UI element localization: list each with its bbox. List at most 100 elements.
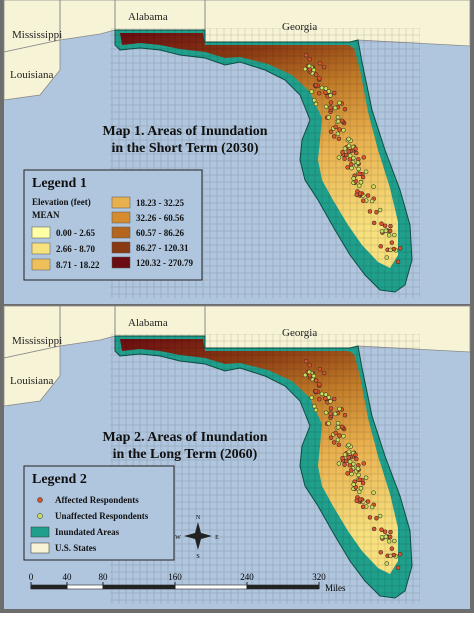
respondent-dot	[384, 255, 390, 260]
respondent-dot	[319, 85, 325, 91]
respondent-dot	[356, 472, 361, 478]
compass-rose	[184, 522, 212, 550]
respondent-dot	[339, 118, 345, 124]
legend-label: 2.66 - 8.70	[56, 244, 95, 254]
scale-segment	[246, 584, 320, 590]
respondent-dot	[336, 424, 341, 430]
respondent-dot	[323, 104, 329, 109]
respondent-dot	[321, 64, 327, 70]
respondent-dot	[328, 435, 334, 440]
legend-label: 18.23 - 32.25	[136, 198, 184, 208]
respondent-dot	[349, 471, 354, 477]
respondent-dot	[317, 382, 322, 387]
respondent-dot	[316, 397, 322, 402]
respondent-dot	[323, 90, 328, 95]
respondent-dot	[397, 551, 403, 557]
respondent-dot	[358, 486, 364, 491]
legend-label: 86.27 - 120.31	[136, 243, 189, 253]
respondent-dot	[321, 370, 327, 376]
respondent-dot	[339, 424, 345, 430]
respondent-dot	[371, 526, 377, 532]
respondent-dot	[309, 89, 314, 94]
respondent-dot	[342, 156, 347, 161]
respondent-dot	[354, 192, 359, 197]
legend-subtitle: Elevation (feet)	[32, 197, 91, 207]
legend-label: U.S. States	[55, 543, 97, 553]
legend-field: MEAN	[32, 210, 60, 220]
respondent-dot	[316, 91, 322, 96]
legend-label: 8.71 - 18.22	[56, 260, 100, 270]
respondent-dot	[337, 433, 342, 438]
respondent-dot	[379, 527, 384, 532]
respondent-dot	[349, 165, 354, 171]
respondent-dot	[360, 504, 366, 509]
respondent-dot	[326, 421, 331, 426]
respondent-dot	[333, 430, 338, 436]
respondent-dot	[357, 477, 362, 483]
respondent-dot	[328, 100, 334, 105]
respondent-dot	[346, 442, 351, 448]
scale-segment	[30, 584, 68, 590]
legend-label: 120.32 - 270.79	[136, 258, 193, 268]
respondent-dot	[378, 244, 384, 249]
respondent-dot	[345, 471, 350, 476]
scale-segment	[66, 584, 104, 590]
legend-swatch	[111, 226, 131, 239]
respondent-dot	[386, 539, 392, 544]
legend-label: 60.57 - 86.26	[136, 228, 184, 238]
respondent-dot	[353, 456, 359, 462]
state-label: Alabama	[128, 11, 168, 23]
respondent-dot	[342, 146, 348, 151]
respondent-dot	[367, 515, 373, 520]
compass-label: N	[196, 515, 201, 521]
respondent-dot	[328, 399, 333, 404]
respondent-dot	[302, 372, 308, 378]
respondent-dot	[361, 155, 366, 160]
respondent-dot	[345, 165, 350, 170]
respondent-dot	[313, 378, 319, 383]
state-label: Georgia	[282, 21, 317, 33]
respondent-dot	[317, 366, 323, 372]
scale-label: 240	[240, 572, 254, 582]
respondent-dot	[347, 459, 353, 464]
map-title: Map 1. Areas of Inundation	[102, 124, 267, 139]
respondent-dot	[323, 396, 328, 401]
respondent-dot	[306, 369, 312, 375]
respondent-dot	[335, 131, 341, 137]
respondent-dot	[369, 504, 375, 510]
scale-label: 40	[63, 572, 73, 582]
respondent-dot	[382, 223, 388, 229]
respondent-dot	[323, 86, 329, 91]
respondent-dot	[341, 433, 346, 439]
respondent-dot	[313, 101, 319, 107]
respondent-dot	[331, 134, 337, 139]
map-title: in the Short Term (2030)	[112, 141, 259, 156]
map-title: in the Long Term (2060)	[113, 447, 258, 462]
respondent-dot	[391, 246, 397, 252]
respondent-dot	[331, 90, 337, 96]
respondent-dot	[317, 76, 322, 81]
map-title: Map 2. Areas of Inundation	[102, 430, 267, 445]
respondent-dot	[388, 529, 393, 535]
compass-label: S	[196, 554, 199, 560]
respondent-dot	[378, 550, 384, 555]
respondent-dot	[351, 482, 356, 487]
legend-symbol	[30, 542, 50, 554]
respondent-dot	[371, 490, 376, 495]
respondent-dot	[360, 198, 366, 203]
scale-segment	[102, 584, 176, 590]
respondent-dot	[332, 105, 338, 111]
respondent-dot	[306, 63, 312, 69]
respondent-dot	[336, 155, 342, 160]
respondent-dot	[346, 455, 351, 460]
respondent-dot	[383, 534, 389, 540]
respondent-dot	[379, 221, 384, 226]
respondent-dot	[317, 60, 323, 66]
state-label: Louisiana	[10, 69, 53, 81]
compass: N S E W	[175, 515, 219, 560]
respondent-dot	[337, 100, 342, 106]
respondent-dot	[312, 98, 317, 103]
respondent-dot	[337, 127, 342, 132]
